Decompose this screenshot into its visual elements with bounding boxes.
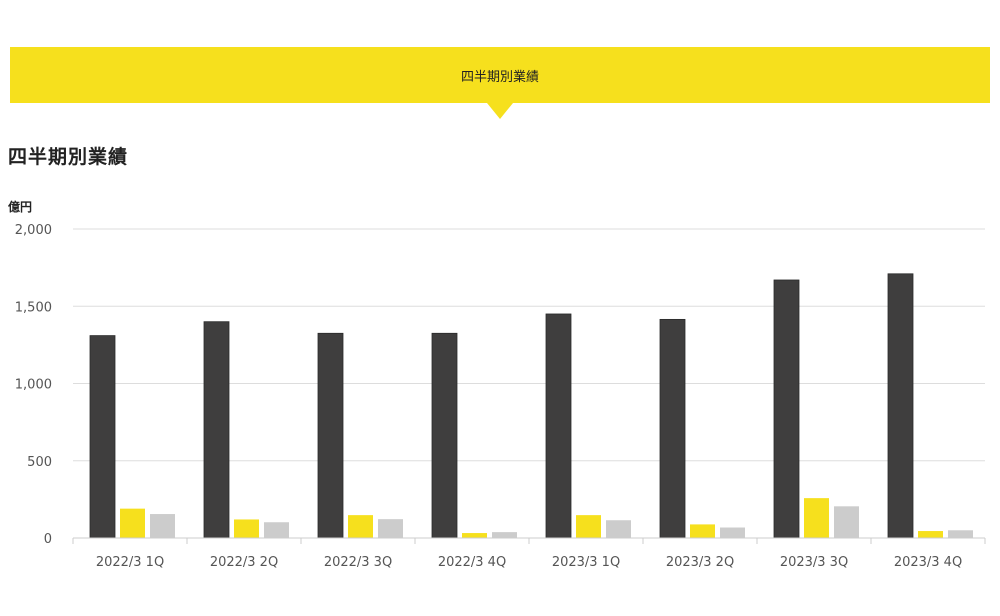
bar-series-2 <box>804 498 829 538</box>
y-axis-ticks: 0 500 1,000 1,500 2,000 <box>15 223 52 547</box>
quarterly-results-chart: 億円 0 500 1,000 1,500 2,000 2022/3 1Q 2022/3 2… <box>8 199 986 570</box>
bar-series-2 <box>690 524 715 538</box>
y-tick-label: 1,500 <box>15 300 52 315</box>
bar-series-1 <box>773 279 800 539</box>
bar-series-3 <box>378 519 403 538</box>
x-tick-label: 2023/3 3Q <box>780 555 848 570</box>
y-tick-label: 1,000 <box>15 378 52 393</box>
bar-series-3 <box>948 530 973 538</box>
y-tick-label: 500 <box>27 455 52 470</box>
bar-series-2 <box>918 531 943 538</box>
bar-series-2 <box>120 508 145 538</box>
bar-series-2 <box>576 515 601 538</box>
bar-series-2 <box>348 515 373 538</box>
x-axis-ticks: 2022/3 1Q 2022/3 2Q 2022/3 3Q 2022/3 4Q 2023… <box>96 555 962 570</box>
bar-series-1 <box>887 273 914 539</box>
x-tick-label: 2023/3 4Q <box>894 555 962 570</box>
x-tick-label: 2023/3 1Q <box>552 555 620 570</box>
bar-series-1 <box>545 313 572 539</box>
y-tick-label: 2,000 <box>15 223 52 238</box>
x-tick-label: 2022/3 1Q <box>96 555 164 570</box>
bar-series-2 <box>462 533 487 538</box>
y-tick-label: 0 <box>44 532 52 547</box>
bar-series-3 <box>492 532 517 538</box>
bar-series-3 <box>264 522 289 538</box>
bar-series-2 <box>234 519 259 538</box>
bar-series-1 <box>203 321 230 539</box>
bar-series-1 <box>89 335 116 539</box>
y-axis-unit-label: 億円 <box>8 199 32 214</box>
bar-series-3 <box>150 514 175 538</box>
bar-series-3 <box>720 527 745 538</box>
bar-series-3 <box>606 520 631 538</box>
bar-series-1 <box>659 318 686 539</box>
x-tick-label: 2022/3 4Q <box>438 555 506 570</box>
bar-series-1 <box>317 332 344 539</box>
tab-label: 四半期別業績 <box>460 69 539 85</box>
bar-series-3 <box>834 506 859 538</box>
active-tab-pointer <box>487 103 513 119</box>
bar-series-1 <box>431 332 458 539</box>
x-tick-label: 2022/3 3Q <box>324 555 392 570</box>
section-title: 四半期別業績 <box>8 146 129 168</box>
x-tick-label: 2022/3 2Q <box>210 555 278 570</box>
chart-bars <box>89 273 973 539</box>
x-axis <box>72 537 986 544</box>
x-tick-label: 2023/3 2Q <box>666 555 734 570</box>
tab-quarterly-results[interactable]: 四半期別業績 <box>10 47 990 103</box>
